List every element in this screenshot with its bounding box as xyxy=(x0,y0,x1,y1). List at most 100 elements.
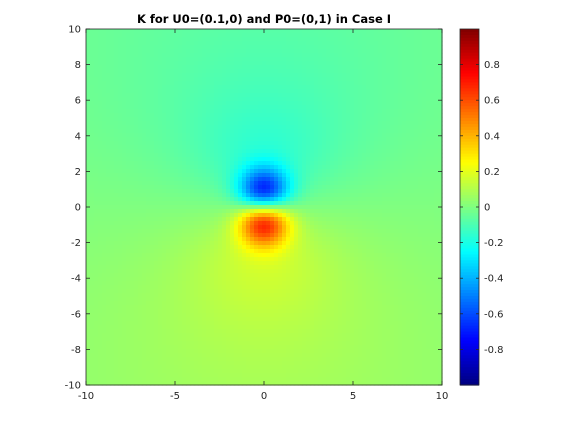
heatmap-cell xyxy=(214,69,219,74)
heatmap-cell xyxy=(250,117,255,122)
heatmap-cell xyxy=(90,317,95,322)
heatmap-cell xyxy=(246,277,251,282)
heatmap-cell xyxy=(182,113,187,118)
heatmap-cell xyxy=(170,217,175,222)
heatmap-cell xyxy=(130,33,135,38)
heatmap-cell xyxy=(270,353,275,358)
heatmap-cell xyxy=(154,253,159,258)
heatmap-cell xyxy=(230,325,235,330)
heatmap-cell xyxy=(202,341,207,346)
heatmap-cell xyxy=(118,213,123,218)
heatmap-cell xyxy=(242,173,247,178)
heatmap-cell xyxy=(86,33,91,38)
heatmap-cell xyxy=(130,369,135,374)
heatmap-cell xyxy=(182,317,187,322)
heatmap-cell xyxy=(142,337,147,342)
heatmap-cell xyxy=(138,209,143,214)
heatmap-cell xyxy=(134,157,139,162)
heatmap-cell xyxy=(158,281,163,286)
heatmap-cell xyxy=(234,265,239,270)
heatmap-cell xyxy=(294,245,299,250)
heatmap-cell xyxy=(238,105,243,110)
heatmap-cell xyxy=(166,225,171,230)
heatmap-cell xyxy=(114,309,119,314)
heatmap-cell xyxy=(210,229,215,234)
heatmap-cell xyxy=(262,329,267,334)
heatmap-cell xyxy=(90,321,95,326)
heatmap-cell xyxy=(270,125,275,130)
heatmap-cell xyxy=(158,165,163,170)
heatmap-cell xyxy=(118,229,123,234)
heatmap-cell xyxy=(130,269,135,274)
heatmap-cell xyxy=(122,281,127,286)
heatmap-cell xyxy=(270,149,275,154)
heatmap-cell xyxy=(226,329,231,334)
heatmap-cell xyxy=(206,261,211,266)
heatmap-cell xyxy=(202,61,207,66)
heatmap-cell xyxy=(166,369,171,374)
heatmap-cell xyxy=(210,101,215,106)
heatmap-cell xyxy=(102,201,107,206)
heatmap-cell xyxy=(182,197,187,202)
heatmap-cell xyxy=(142,77,147,82)
heatmap-cell xyxy=(166,121,171,126)
heatmap-cell xyxy=(214,305,219,310)
heatmap-cell xyxy=(126,289,131,294)
heatmap-cell xyxy=(154,97,159,102)
heatmap-cell xyxy=(306,325,311,330)
heatmap-cell xyxy=(118,277,123,282)
heatmap-cell xyxy=(270,337,275,342)
heatmap-cell xyxy=(210,213,215,218)
heatmap-cell xyxy=(266,109,271,114)
heatmap-cell xyxy=(286,193,291,198)
heatmap-cell xyxy=(110,117,115,122)
heatmap-cell xyxy=(198,273,203,278)
heatmap-cell xyxy=(254,313,259,318)
heatmap-cell xyxy=(194,297,199,302)
heatmap-cell xyxy=(242,57,247,62)
heatmap-cell xyxy=(170,221,175,226)
heatmap-cell xyxy=(166,373,171,378)
heatmap-cell xyxy=(234,269,239,274)
heatmap-cell xyxy=(310,33,315,38)
heatmap-cell xyxy=(286,277,291,282)
heatmap-cell xyxy=(214,249,219,254)
heatmap-cell xyxy=(102,289,107,294)
heatmap-cell xyxy=(126,297,131,302)
heatmap-cell xyxy=(126,205,131,210)
heatmap-cell xyxy=(158,277,163,282)
heatmap-cell xyxy=(154,321,159,326)
heatmap-cell xyxy=(230,357,235,362)
heatmap-cell xyxy=(230,165,235,170)
heatmap-cell xyxy=(218,53,223,58)
heatmap-cell xyxy=(226,285,231,290)
heatmap-cell xyxy=(282,273,287,278)
heatmap-cell xyxy=(210,221,215,226)
heatmap-cell xyxy=(110,325,115,330)
heatmap-cell xyxy=(134,369,139,374)
heatmap-cell xyxy=(282,305,287,310)
heatmap-cell xyxy=(194,357,199,362)
heatmap-cell xyxy=(278,61,283,66)
heatmap-cell xyxy=(122,69,127,74)
heatmap-cell xyxy=(210,157,215,162)
heatmap-cell xyxy=(198,145,203,150)
heatmap-cell xyxy=(94,321,99,326)
heatmap-cell xyxy=(114,281,119,286)
heatmap-cell xyxy=(158,41,163,46)
heatmap-cell xyxy=(298,121,303,126)
heatmap-cell xyxy=(134,41,139,46)
heatmap-cell xyxy=(102,297,107,302)
heatmap-cell xyxy=(142,381,147,386)
heatmap-cell xyxy=(174,285,179,290)
heatmap-cell xyxy=(178,377,183,382)
heatmap-cell xyxy=(126,341,131,346)
heatmap-cell xyxy=(206,285,211,290)
heatmap-cell xyxy=(134,85,139,90)
heatmap-cell xyxy=(298,241,303,246)
heatmap-cell xyxy=(102,197,107,202)
heatmap-cell xyxy=(94,365,99,370)
heatmap-cell xyxy=(158,93,163,98)
heatmap-image xyxy=(86,29,443,386)
heatmap-cell xyxy=(246,309,251,314)
